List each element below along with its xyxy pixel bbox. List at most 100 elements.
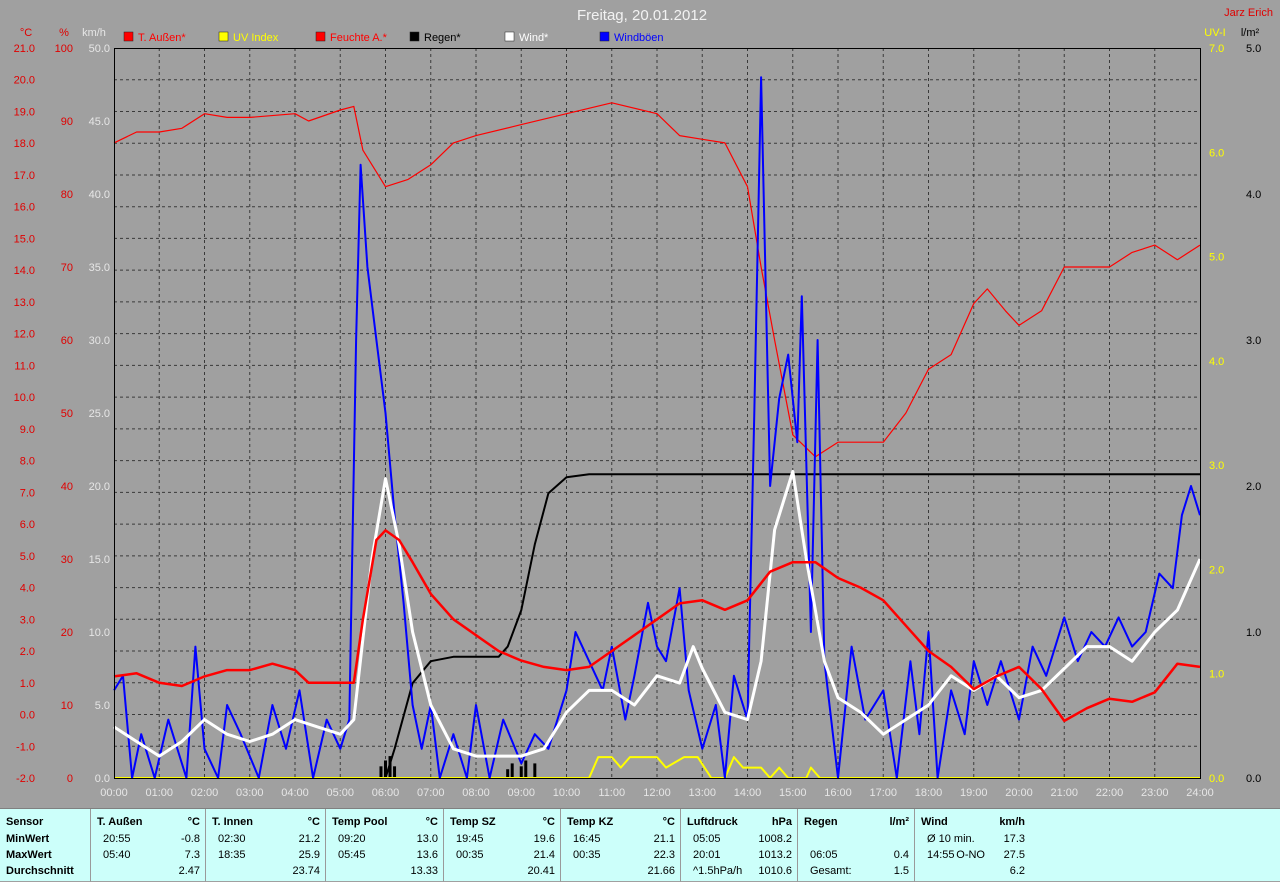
- time-tick-label: 08:00: [462, 787, 490, 799]
- time-tick-label: 02:00: [191, 787, 219, 799]
- stats-column-unit: hPa: [771, 816, 792, 828]
- rain-tick-label: 4.0: [1246, 189, 1261, 201]
- time-tick-label: 06:00: [372, 787, 400, 799]
- legend-label: Wind*: [519, 32, 549, 44]
- statistics-panel: Sensor MinWert MaxWert Durchschnitt T. Außen…: [0, 808, 1280, 882]
- stats-row-value: 20.41: [527, 865, 555, 877]
- temp-tick-label: 21.0: [14, 43, 35, 55]
- stats-column-unit: °C: [187, 816, 200, 828]
- time-tick-label: 01:00: [145, 787, 173, 799]
- time-tick-label: 21:00: [1050, 787, 1078, 799]
- wind-unit-label: km/h: [82, 27, 106, 39]
- stats-row-label: 16:45: [573, 833, 601, 845]
- axes: 21.0 20.0 19.0 18.0 17.0 16.0 15.0 14.0 13.0 12.0…: [14, 27, 1262, 799]
- stats-row-value: 13.0: [416, 833, 438, 845]
- rain-tick-label: 1.0: [1246, 627, 1261, 639]
- stats-row-label: 14:55: [927, 849, 955, 861]
- stats-column-title: Luftdruck: [687, 816, 738, 828]
- legend-label: Feuchte A.*: [330, 32, 388, 44]
- humidity-tick-label: 50: [61, 408, 73, 420]
- stats-row-value: 23.74: [292, 865, 320, 877]
- plot-frame: [114, 48, 1201, 779]
- temp-tick-label: 7.0: [20, 487, 35, 499]
- stats-row-value: 2.47: [178, 865, 200, 877]
- wind-tick-label: 50.0: [89, 43, 110, 55]
- time-tick-label: 07:00: [417, 787, 445, 799]
- stats-row-value: 1013.2: [758, 849, 792, 861]
- stats-row-label: ^1.5hPa/h: [693, 865, 743, 877]
- humidity-tick-label: 30: [61, 554, 73, 566]
- stats-column-unit: °C: [662, 816, 675, 828]
- stats-row-label: 05:45: [338, 849, 366, 861]
- stats-row-label: 20:01: [693, 849, 721, 861]
- time-tick-label: 04:00: [281, 787, 309, 799]
- temp-tick-label: 13.0: [14, 297, 35, 309]
- temp-tick-label: 14.0: [14, 265, 35, 277]
- temp-tick-label: 16.0: [14, 202, 35, 214]
- temp-tick-label: -1.0: [16, 741, 35, 753]
- stats-row-label: 00:35: [456, 849, 484, 861]
- temp-tick-label: 1.0: [20, 678, 35, 690]
- temp-tick-label: 12.0: [14, 329, 35, 341]
- stats-row-label: Ø 10 min.: [927, 833, 975, 845]
- time-tick-label: 15:00: [779, 787, 807, 799]
- legend-label: UV Index: [233, 32, 279, 44]
- stats-row-label: Durchschnitt: [6, 865, 74, 877]
- stats-column-title: Wind: [921, 816, 948, 828]
- stats-row-value: 21.1: [653, 833, 675, 845]
- stats-row-label: 19:45: [456, 833, 484, 845]
- rain-tick-label: 2.0: [1246, 481, 1261, 493]
- stats-row-value: -0.8: [181, 833, 200, 845]
- rain-tick-label: 0.0: [1246, 773, 1261, 785]
- stats-row-label: 18:35: [218, 849, 246, 861]
- stats-row-value: 7.3: [184, 849, 200, 861]
- time-tick-label: 17:00: [869, 787, 897, 799]
- stats-column: Temp Pool °C 09:20 13.0 05:45 13.6 13.33: [325, 809, 444, 882]
- stats-row-value: 1010.6: [758, 865, 792, 877]
- temp-tick-label: -2.0: [16, 773, 35, 785]
- time-tick-label: 19:00: [960, 787, 988, 799]
- temp-tick-label: 10.0: [14, 392, 35, 404]
- stats-column-title: T. Außen: [97, 816, 143, 828]
- stats-row-label: Gesamt:: [810, 865, 852, 877]
- chart-title: Freitag, 20.01.2012: [577, 7, 707, 24]
- uv-unit-label: UV-I: [1204, 27, 1225, 39]
- humidity-tick-label: 0: [67, 773, 73, 785]
- stats-column: Wind km/h Ø 10 min. 17.3 14:55 O-NO 27.5 6.2: [914, 809, 1031, 882]
- time-tick-label: 24:00: [1186, 787, 1214, 799]
- stats-column: Temp SZ °C 19:45 19.6 00:35 21.4 20.41: [443, 809, 561, 882]
- time-tick-label: 11:00: [598, 787, 625, 799]
- time-tick-label: 22:00: [1096, 787, 1124, 799]
- legend-swatch: [218, 31, 229, 42]
- series-line-t-au-en: [113, 529, 1201, 723]
- temp-tick-label: 3.0: [20, 614, 35, 626]
- time-tick-label: 03:00: [236, 787, 264, 799]
- time-tick-label: 14:00: [734, 787, 762, 799]
- legend: T. Außen* UV Index Feuchte A.* Regen* Wind* W…: [123, 31, 664, 44]
- legend-label: T. Außen*: [138, 32, 186, 44]
- stats-row-label: MaxWert: [6, 849, 52, 861]
- wind-tick-label: 25.0: [89, 408, 110, 420]
- stats-column-title: Regen: [804, 816, 838, 828]
- humidity-tick-label: 40: [61, 481, 73, 493]
- stats-column-title: Temp KZ: [567, 816, 614, 828]
- weather-chart: Freitag, 20.01.2012 Jarz Erich 21.0 20.0 1…: [13, 7, 1273, 799]
- time-tick-label: 10:00: [553, 787, 581, 799]
- temp-tick-label: 5.0: [20, 551, 35, 563]
- stats-row-value: 21.2: [298, 833, 320, 845]
- stats-column-title: T. Innen: [212, 816, 253, 828]
- wind-tick-label: 20.0: [89, 481, 110, 493]
- wind-tick-label: 0.0: [95, 773, 110, 785]
- wind-tick-label: 15.0: [89, 554, 110, 566]
- time-tick-label: 00:00: [100, 787, 128, 799]
- stats-column: Sensor MinWert MaxWert Durchschnitt: [0, 809, 90, 882]
- legend-label: Regen*: [424, 32, 461, 44]
- temp-tick-label: 8.0: [20, 456, 35, 468]
- stats-row-value: 13.33: [410, 865, 438, 877]
- stats-column-unit: km/h: [999, 816, 1025, 828]
- wind-tick-label: 30.0: [89, 335, 110, 347]
- stats-column-title: Sensor: [6, 816, 44, 828]
- series-line-windböen: [113, 76, 1201, 779]
- time-tick-label: 18:00: [915, 787, 943, 799]
- time-tick-label: 13:00: [688, 787, 716, 799]
